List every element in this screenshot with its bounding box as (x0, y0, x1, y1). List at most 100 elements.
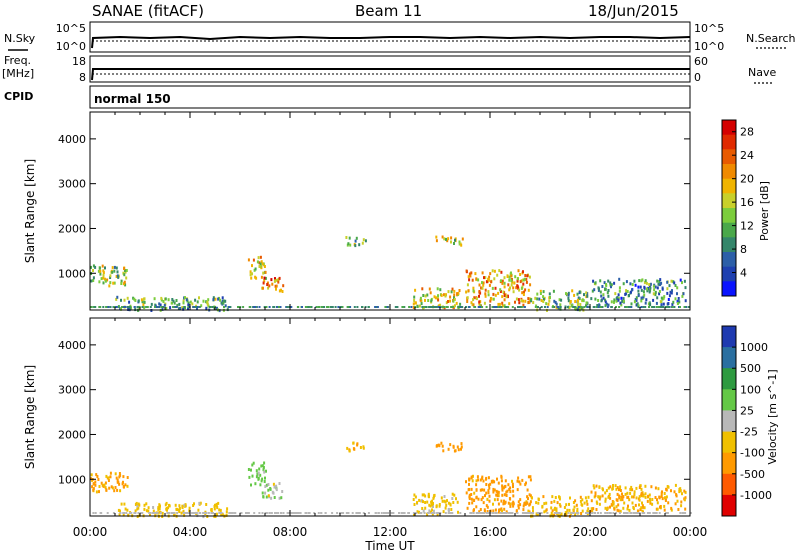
echo-cell (599, 512, 602, 514)
echo-cell (176, 303, 179, 307)
echo-cell (145, 509, 148, 513)
echo-cell (183, 306, 186, 308)
echo-cell (679, 489, 682, 493)
echo-cell (545, 501, 548, 505)
echo-cell (637, 289, 640, 293)
echo-cell (167, 506, 170, 510)
echo-cell (178, 504, 181, 508)
echo-cell (630, 512, 633, 514)
echo-cell (317, 512, 320, 514)
echo-cell (203, 512, 206, 514)
echo-cell (435, 239, 438, 243)
echo-cell (134, 299, 137, 302)
echo-cell (631, 283, 634, 286)
echo-cell (595, 306, 598, 308)
echo-cell (160, 296, 163, 300)
velocity-plot-background (90, 318, 690, 516)
echo-cell (475, 488, 478, 492)
echo-cell (512, 494, 515, 498)
echo-cell (266, 283, 269, 286)
freq-unit: [MHz] (2, 67, 34, 80)
echo-cell (630, 290, 632, 294)
echo-cell (624, 492, 627, 496)
echo-cell (120, 279, 123, 283)
echo-cell (273, 485, 276, 489)
echo-cell (345, 236, 348, 239)
echo-cell (657, 487, 660, 491)
echo-cell (113, 265, 116, 269)
echo-cell (229, 512, 232, 514)
echo-cell (588, 512, 590, 514)
echo-cell (105, 488, 108, 492)
echo-cell (447, 447, 450, 451)
echo-cell (441, 235, 444, 239)
echo-cell (497, 291, 500, 295)
echo-cell (617, 293, 620, 297)
echo-cell (438, 444, 441, 448)
echo-cell (163, 303, 166, 307)
echo-cell (604, 506, 607, 510)
echo-cell (184, 296, 186, 300)
echo-cell (646, 512, 649, 514)
echo-cell (528, 510, 531, 514)
echo-cell (510, 271, 512, 275)
y-tick-label: 1000 (58, 267, 86, 280)
echo-cell (394, 306, 397, 308)
echo-cell (454, 449, 457, 453)
echo-cell (282, 284, 285, 288)
echo-cell (444, 512, 447, 514)
echo-cell (263, 461, 266, 465)
echo-cell (488, 483, 490, 487)
echo-cell (505, 510, 508, 514)
echo-cell (517, 306, 519, 308)
echo-cell (643, 293, 646, 297)
echo-cell (648, 290, 651, 294)
echo-cell (447, 501, 450, 505)
echo-cell (97, 269, 100, 273)
echo-cell (192, 512, 195, 514)
echo-cell (425, 306, 428, 308)
echo-cell (107, 476, 110, 480)
echo-cell (440, 441, 443, 445)
echo-cell (558, 497, 561, 501)
echo-cell (497, 481, 500, 485)
echo-cell (183, 503, 186, 507)
echo-cell (253, 512, 256, 514)
echo-cell (111, 270, 114, 274)
echo-cell (509, 502, 512, 506)
echo-cell (296, 306, 299, 308)
echo-cell (145, 502, 148, 506)
echo-cell (239, 512, 242, 514)
echo-cell (617, 509, 620, 513)
echo-cell (421, 306, 424, 308)
echo-cell (503, 507, 506, 511)
echo-cell (210, 508, 213, 512)
colorbar-segment (722, 266, 736, 282)
colorbar-segment (722, 149, 736, 165)
echo-cell (334, 306, 337, 308)
noise-tick-high-right: 10^5 (694, 22, 724, 35)
colorbar-segment (722, 252, 736, 268)
colorbar-segment (722, 134, 736, 150)
colorbar-segment (722, 178, 736, 194)
echo-cell (512, 502, 515, 506)
echo-cell (502, 502, 505, 506)
echo-cell (215, 502, 218, 506)
echo-cell (654, 290, 657, 294)
echo-cell (355, 236, 358, 240)
echo-cell (220, 301, 223, 305)
echo-cell (501, 484, 504, 488)
echo-cell (271, 490, 274, 494)
nave-tick-low: 0 (694, 71, 701, 84)
echo-cell (455, 301, 458, 305)
echo-cell (609, 505, 611, 509)
echo-cell (656, 296, 659, 300)
echo-cell (470, 493, 473, 496)
echo-cell (583, 306, 586, 308)
echo-cell (683, 498, 686, 502)
echo-cell (536, 512, 539, 514)
echo-cell (122, 475, 125, 479)
echo-cell (586, 509, 589, 513)
echo-cell (162, 306, 165, 308)
echo-cell (511, 306, 514, 308)
